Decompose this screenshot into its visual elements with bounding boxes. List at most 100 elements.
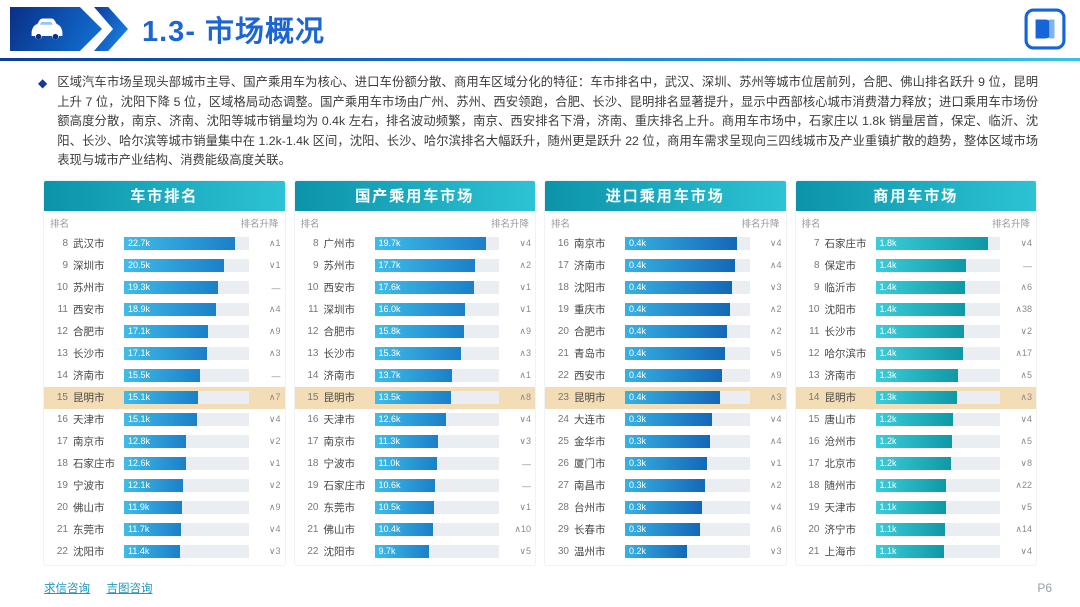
value-bar: 1.4k xyxy=(875,281,966,295)
rank-change-cell: ∧3 xyxy=(519,348,531,359)
rank-change-cell: ∨1 xyxy=(519,282,531,293)
page-title: 1.3- 市场概况 xyxy=(142,16,326,48)
city-cell: 唐山市 xyxy=(824,414,857,427)
value-bar: 12.8k xyxy=(124,435,187,449)
rank-cell: 21 xyxy=(557,348,569,360)
city-cell: 济宁市 xyxy=(824,524,857,537)
value-bar: 19.3k xyxy=(124,281,219,295)
bar-track: 1.2k xyxy=(875,457,1000,471)
table-row: 10 苏州市 19.3k — xyxy=(44,277,285,299)
value-bar: 0.3k xyxy=(625,435,710,449)
value-bar: 10.5k xyxy=(374,501,434,515)
rank-change-cell: ∨4 xyxy=(1020,414,1032,425)
bar-track: 11.4k xyxy=(124,545,249,559)
rank-cell: 13 xyxy=(56,348,68,360)
rank-change-cell: ∨1 xyxy=(519,304,531,315)
bar-track: 1.2k xyxy=(875,435,1000,449)
bar-value-label: 15.1k xyxy=(128,414,151,425)
city-cell: 沈阳市 xyxy=(574,282,606,295)
bar-value-label: 10.4k xyxy=(378,524,401,535)
bar-value-label: 1.4k xyxy=(879,348,897,359)
table-row: 26 厦门市 0.3k ∨1 xyxy=(545,453,786,475)
bar-value-label: 1.2k xyxy=(879,436,897,447)
rank-change-cell: ∨4 xyxy=(268,524,281,535)
rank-cell: 14 xyxy=(808,392,820,404)
bar-value-label: 11.7k xyxy=(128,524,150,535)
footer-link-jitu[interactable]: 吉图咨询 xyxy=(106,583,153,595)
car-icon xyxy=(31,18,63,40)
bar-track: 16.0k xyxy=(374,303,499,317)
bar-value-label: 19.3k xyxy=(128,282,151,293)
table-row: 19 重庆市 0.4k ∧2 xyxy=(545,299,786,321)
table-row: 18 沈阳市 0.4k ∨3 xyxy=(545,277,786,299)
rank-header: 排名 xyxy=(300,218,320,230)
value-bar: 0.4k xyxy=(625,259,735,273)
bar-value-label: 15.1k xyxy=(128,392,151,403)
bar-track: 12.6k xyxy=(374,413,499,427)
table-row: 7 石家庄市 1.8k ∨4 xyxy=(796,233,1037,255)
rank-change-cell: ∧4 xyxy=(268,304,281,315)
car-banner xyxy=(10,7,102,51)
rank-cell: 18 xyxy=(808,480,820,492)
table-row: 18 随州市 1.1k ∧22 xyxy=(796,475,1037,497)
city-cell: 厦门市 xyxy=(574,458,606,471)
value-bar: 1.2k xyxy=(875,413,953,427)
value-bar: 0.4k xyxy=(625,369,723,383)
rank-cell: 11 xyxy=(809,326,820,338)
city-cell: 昆明市 xyxy=(73,392,105,405)
rank-change-cell: — xyxy=(522,480,531,491)
city-cell: 宁波市 xyxy=(323,458,356,471)
city-cell: 合肥市 xyxy=(574,326,606,339)
table-row: 20 合肥市 0.4k ∧2 xyxy=(545,321,786,343)
bar-track: 11.0k xyxy=(374,457,499,471)
rank-change-cell: ∧6 xyxy=(1020,282,1032,293)
city-cell: 长沙市 xyxy=(73,348,105,361)
city-cell: 天津市 xyxy=(824,502,857,515)
value-bar: 11.7k xyxy=(124,523,182,537)
value-bar: 12.6k xyxy=(124,457,186,471)
city-cell: 随州市 xyxy=(824,480,857,493)
bar-value-label: 0.4k xyxy=(629,282,647,293)
rank-cell: 22 xyxy=(557,370,569,382)
city-cell: 沈阳市 xyxy=(73,546,105,559)
header: 1.3- 市场概况 xyxy=(0,0,1080,58)
rank-cell: 15 xyxy=(307,392,319,404)
summary-text: 区域汽车市场呈现头部城市主导、国产乘用车为核心、进口车份额分散、商用车区域分化的… xyxy=(57,75,1038,168)
bar-value-label: 1.3k xyxy=(879,370,897,381)
rank-change-cell: ∧9 xyxy=(769,370,782,381)
rank-change-cell: ∧3 xyxy=(769,392,782,403)
rank-change-cell: ∨2 xyxy=(1020,326,1032,337)
rank-cell: 25 xyxy=(557,436,569,448)
city-cell: 武汉市 xyxy=(73,238,105,251)
rank-cell: 15 xyxy=(808,414,820,426)
rank-cell: 11 xyxy=(308,304,319,316)
rank-cell: 20 xyxy=(56,502,68,514)
table-row: 13 长沙市 15.3k ∧3 xyxy=(295,343,536,365)
city-cell: 保定市 xyxy=(824,260,857,273)
table-row: 21 佛山市 10.4k ∧10 xyxy=(295,519,536,541)
table-row: 19 宁波市 12.1k ∨2 xyxy=(44,475,285,497)
rank-cell: 20 xyxy=(557,326,569,338)
city-cell: 合肥市 xyxy=(73,326,105,339)
city-cell: 沈阳市 xyxy=(824,304,857,317)
bar-track: 17.1k xyxy=(124,347,249,361)
table-row: 11 深圳市 16.0k ∨1 xyxy=(295,299,536,321)
value-bar: 20.5k xyxy=(124,259,225,273)
table-subheader: 排名 排名升降 xyxy=(545,211,786,233)
footer-link-qiuxin[interactable]: 求信咨询 xyxy=(44,583,90,595)
table-row: 16 南京市 0.4k ∨4 xyxy=(545,233,786,255)
bar-track: 13.5k xyxy=(374,391,499,405)
value-bar: 9.7k xyxy=(374,545,430,559)
value-bar: 12.6k xyxy=(374,413,446,427)
table-row: 11 西安市 18.9k ∧4 xyxy=(44,299,285,321)
table-row: 11 长沙市 1.4k ∨2 xyxy=(796,321,1037,343)
bar-track: 12.1k xyxy=(124,479,249,493)
bar-value-label: 0.4k xyxy=(629,304,647,315)
table-row: 8 武汉市 22.7k ∧1 xyxy=(44,233,285,255)
value-bar: 15.3k xyxy=(374,347,462,361)
city-cell: 沧州市 xyxy=(824,436,857,449)
bar-value-label: 12.6k xyxy=(378,414,401,425)
rank-cell: 8 xyxy=(813,260,820,272)
value-bar: 15.5k xyxy=(124,369,200,383)
bar-track: 0.3k xyxy=(625,457,750,471)
